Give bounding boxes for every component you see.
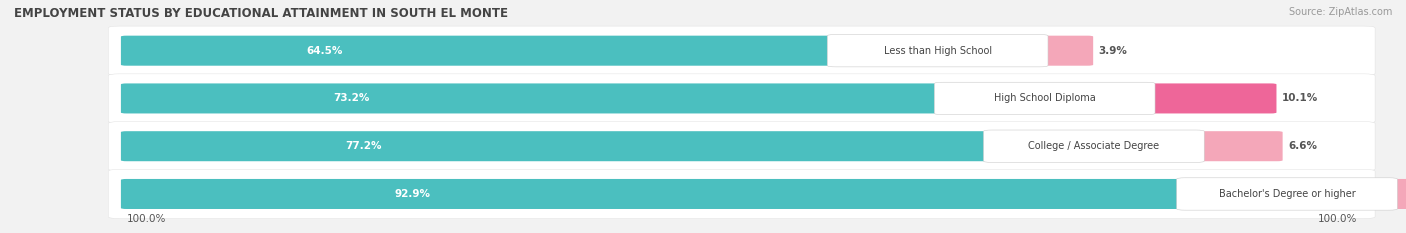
Text: 73.2%: 73.2% — [333, 93, 370, 103]
Text: Bachelor's Degree or higher: Bachelor's Degree or higher — [1219, 189, 1355, 199]
Text: EMPLOYMENT STATUS BY EDUCATIONAL ATTAINMENT IN SOUTH EL MONTE: EMPLOYMENT STATUS BY EDUCATIONAL ATTAINM… — [14, 7, 508, 20]
Text: Less than High School: Less than High School — [883, 46, 991, 56]
Text: 77.2%: 77.2% — [346, 141, 382, 151]
Text: Source: ZipAtlas.com: Source: ZipAtlas.com — [1288, 7, 1392, 17]
Text: 92.9%: 92.9% — [394, 189, 430, 199]
Text: 64.5%: 64.5% — [307, 46, 343, 56]
Text: 3.9%: 3.9% — [1099, 46, 1128, 56]
Text: 6.6%: 6.6% — [1288, 141, 1317, 151]
Text: 10.1%: 10.1% — [1282, 93, 1319, 103]
Text: 100.0%: 100.0% — [127, 214, 166, 224]
Text: High School Diploma: High School Diploma — [994, 93, 1095, 103]
Text: College / Associate Degree: College / Associate Degree — [1028, 141, 1160, 151]
Text: 100.0%: 100.0% — [1317, 214, 1357, 224]
